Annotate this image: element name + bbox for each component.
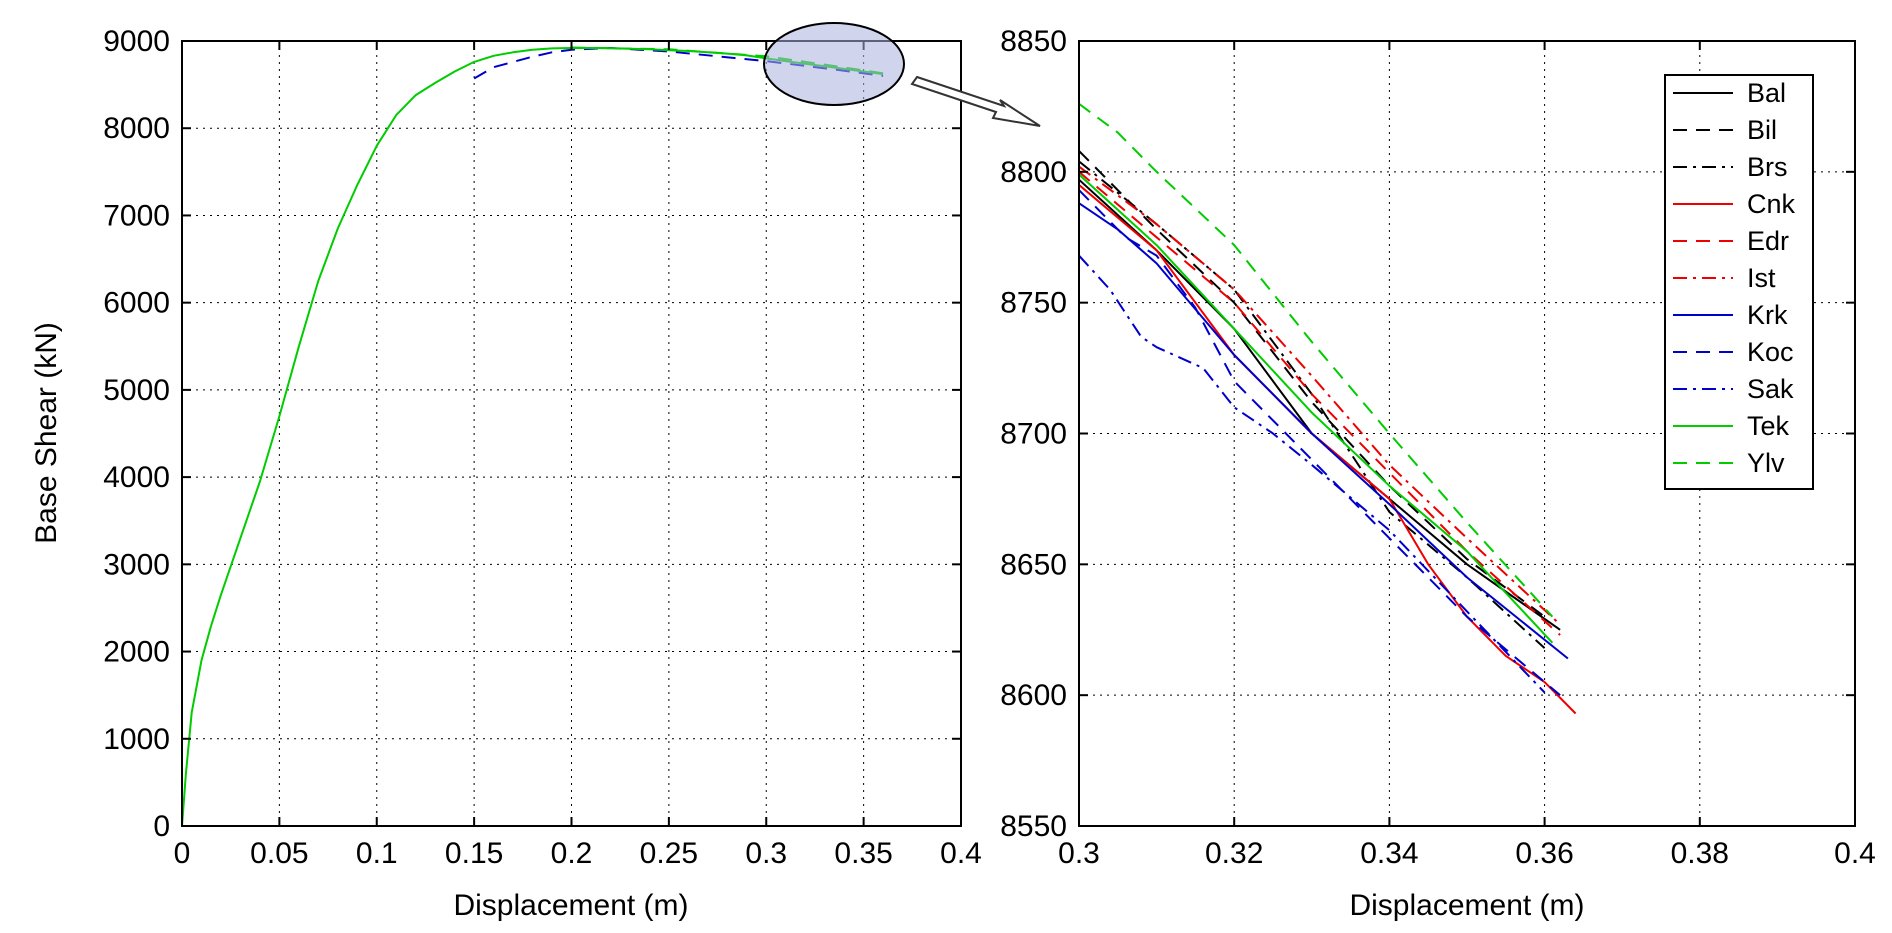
series-line-bal (1079, 178, 1561, 631)
zoom-arrow (910, 75, 1041, 127)
legend-label-edr: Edr (1747, 226, 1789, 256)
zoom-region-ellipse (763, 22, 905, 106)
y-tick-label: 2000 (103, 636, 170, 669)
overview-y-axis-label: Base Shear (kN) (30, 322, 63, 544)
x-tick-label: 0.4 (1834, 837, 1876, 870)
x-tick-label: 0.3 (1058, 837, 1100, 870)
x-tick-label: 0.38 (1671, 837, 1729, 870)
y-tick-label: 5000 (103, 374, 170, 407)
y-tick-label: 4000 (103, 461, 170, 494)
legend-label-bal: Bal (1747, 78, 1786, 108)
legend-label-cnk: Cnk (1747, 189, 1796, 219)
x-tick-label: 0.25 (640, 837, 698, 870)
y-tick-label: 8600 (1000, 679, 1067, 712)
zoom-y-ticks: 8550 8600 8650 8700 8750 8800 8850 (1000, 25, 1855, 843)
y-tick-label: 7000 (103, 199, 170, 232)
y-tick-label: 8000 (103, 112, 170, 145)
y-tick-label: 8700 (1000, 418, 1067, 451)
zoom-panel: 0.3 0.32 0.34 0.36 0.38 0.4 85508600865087008… (1000, 25, 1876, 922)
series-line-brs (1079, 160, 1546, 649)
series-line-sak (1079, 254, 1546, 694)
series-line-bil (1079, 150, 1546, 618)
series-line-koc (1079, 189, 1561, 696)
legend-label-tek: Tek (1747, 411, 1790, 441)
series-line-edr (1079, 171, 1561, 636)
x-tick-label: 0.1 (356, 837, 398, 870)
overview-y-ticks: 0 1000 2000 3000 4000 5000 6000 7000 8000 9000 (103, 25, 961, 843)
y-tick-label: 6000 (103, 287, 170, 320)
legend-label-bil: Bil (1747, 115, 1777, 145)
y-tick-label: 8550 (1000, 810, 1067, 843)
overview-x-axis-label: Displacement (m) (453, 889, 688, 922)
legend-label-ist: Ist (1747, 263, 1776, 293)
overview-grid (181, 40, 962, 827)
zoom-plot-lines (1079, 102, 1577, 715)
y-tick-label: 0 (153, 810, 170, 843)
overview-plot-lines (182, 46, 884, 826)
legend-label-ylv: Ylv (1747, 448, 1785, 478)
series-line-ylv (1079, 102, 1554, 618)
x-tick-label: 0.34 (1360, 837, 1418, 870)
x-tick-label: 0.32 (1205, 837, 1263, 870)
legend-label-krk: Krk (1747, 300, 1788, 330)
x-tick-label: 0.3 (745, 837, 787, 870)
y-tick-label: 8750 (1000, 287, 1067, 320)
x-tick-label: 0.2 (551, 837, 593, 870)
x-tick-label: 0 (174, 837, 191, 870)
overview-panel: 0 0.05 0.1 0.15 0.2 0.25 0.3 0.35 0.4 0 1000 2000 3… (30, 22, 982, 922)
series-line-tek (1079, 173, 1554, 644)
y-tick-label: 8650 (1000, 548, 1067, 581)
legend-box (1664, 74, 1814, 490)
y-tick-label: 3000 (103, 548, 170, 581)
series-line-tek (182, 47, 884, 826)
x-tick-label: 0.4 (940, 837, 982, 870)
y-tick-label: 8850 (1000, 25, 1067, 58)
y-tick-label: 8800 (1000, 156, 1067, 189)
zoom-x-axis-label: Displacement (m) (1349, 889, 1584, 922)
series-line-ist (1079, 165, 1561, 626)
series-line-krk (1079, 202, 1569, 660)
series-line-cnk (1079, 184, 1577, 715)
x-tick-label: 0.15 (445, 837, 503, 870)
legend-label-koc: Koc (1747, 337, 1794, 367)
legend-label-brs: Brs (1747, 152, 1788, 182)
zoom-x-ticks: 0.3 0.32 0.34 0.36 0.38 0.4 (1058, 41, 1876, 870)
legend: Bal Bil Brs Cnk Edr Ist Krk Koc Sak Tek Ylv (1664, 74, 1814, 490)
x-tick-label: 0.36 (1515, 837, 1573, 870)
overview-x-ticks: 0 0.05 0.1 0.15 0.2 0.25 0.3 0.35 0.4 (174, 41, 982, 870)
y-tick-label: 1000 (103, 723, 170, 756)
x-tick-label: 0.35 (834, 837, 892, 870)
y-tick-label: 9000 (103, 25, 170, 58)
legend-label-sak: Sak (1747, 374, 1794, 404)
x-tick-label: 0.05 (250, 837, 308, 870)
